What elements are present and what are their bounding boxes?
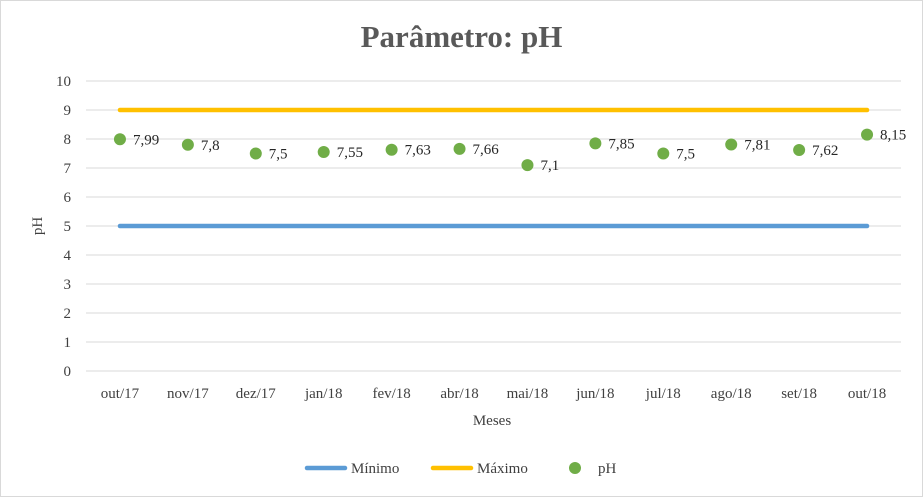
x-tick-label: dez/17 [236,386,276,402]
ph-point [249,147,262,160]
y-tick-label: 10 [56,74,71,90]
ph-point [453,142,466,155]
series-layer [113,107,874,229]
ph-point [385,143,398,156]
x-tick-label: abr/18 [440,386,478,402]
y-tick-label: 1 [64,335,72,351]
ph-data-label: 7,99 [133,132,159,148]
x-tick-label: nov/17 [167,386,209,402]
y-tick-label: 8 [64,132,72,148]
ph-point [521,159,534,172]
ph-data-label: 7,62 [812,143,838,159]
y-axis-title: pH [30,217,46,236]
x-tick-label: jan/18 [304,386,343,402]
legend: Mínimo Máximo pH [304,461,617,477]
ph-point [113,133,126,146]
ph-point [861,128,874,141]
ph-data-label: 7,55 [337,145,363,161]
ph-data-label: 7,63 [405,143,431,159]
ph-point [793,144,806,157]
legend-label: Mínimo [351,461,399,477]
y-tick-label: 4 [64,248,72,264]
y-tick-label: 6 [64,190,72,206]
ph-data-label: 7,85 [608,136,634,152]
y-tick-label: 7 [64,161,72,177]
x-axis-title: Meses [473,413,511,429]
ph-point [181,138,194,151]
y-tick-label: 5 [64,219,72,235]
ph-data-label: 7,8 [201,138,220,154]
ph-data-label: 8,15 [880,128,906,144]
legend-label: Máximo [477,461,528,477]
x-tick-label: out/18 [848,386,886,402]
ph-data-label: 7,1 [540,158,559,174]
legend-label: pH [598,461,617,477]
ph-point [725,138,738,151]
ph-data-label: 7,5 [269,147,288,163]
x-tick-label: jul/18 [645,386,681,402]
y-tick-label: 0 [64,364,72,380]
ph-data-label: 7,81 [744,138,770,154]
x-tick-labels: out/17 nov/17 dez/17 jan/18 fev/18 abr/18 mai/… [101,386,886,402]
x-tick-label: set/18 [781,386,817,402]
ph-point [657,147,670,160]
ph-point [589,137,602,150]
ph-data-label: 7,66 [473,142,500,158]
legend-marker [569,462,581,474]
ph-data-label: 7,5 [676,147,695,163]
x-tick-label: fev/18 [372,386,410,402]
y-tick-label: 9 [64,103,72,119]
y-tick-label: 2 [64,306,72,322]
y-tick-labels: 0 1 2 3 4 5 6 7 8 9 10 [56,74,72,380]
x-tick-label: jun/18 [575,386,614,402]
x-tick-label: ago/18 [711,386,752,402]
chart-title: Parâmetro: pH [360,19,563,54]
ph-point [317,146,330,159]
data-label-layer: 7,99 7,8 7,5 7,55 7,63 7,66 7,1 7,85 7,5 7,81 7,62… [133,128,906,174]
y-tick-label: 3 [64,277,72,293]
x-tick-label: out/17 [101,386,140,402]
x-tick-label: mai/18 [507,386,549,402]
